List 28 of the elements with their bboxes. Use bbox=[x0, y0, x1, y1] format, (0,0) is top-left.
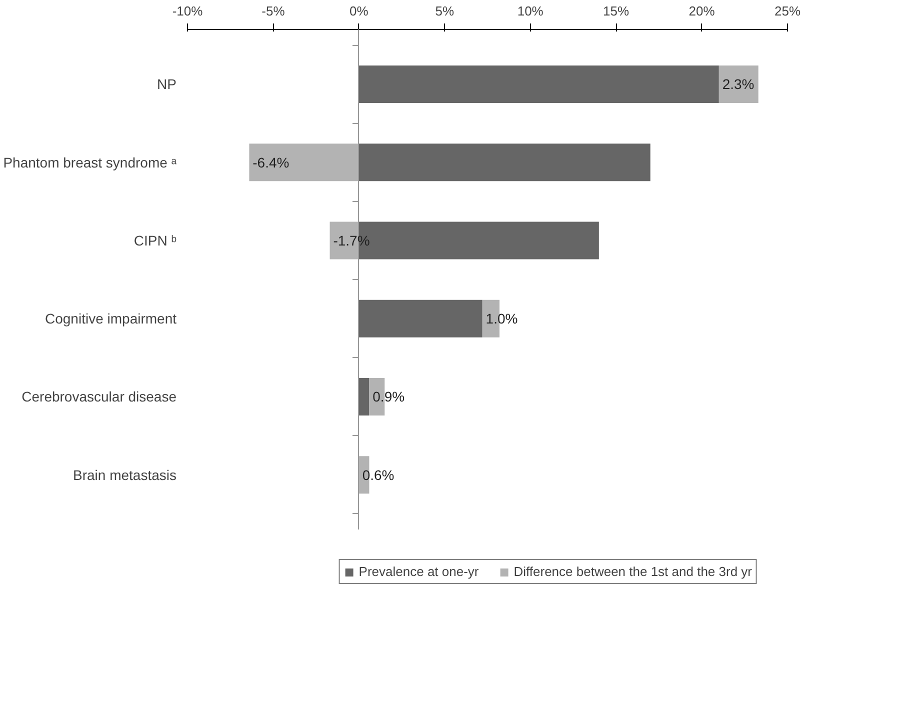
x-tick-label: 15% bbox=[603, 4, 630, 18]
data-label: 0.6% bbox=[362, 466, 394, 483]
bar bbox=[358, 144, 650, 182]
bar bbox=[249, 144, 359, 182]
legend-label: Difference between the 1st and the 3rd yr bbox=[514, 564, 752, 579]
data-label: 2.3% bbox=[722, 76, 754, 92]
x-tick-label: -5% bbox=[262, 4, 286, 18]
x-tick-label: 0% bbox=[350, 4, 369, 18]
y-tick-label: Brain metastasis bbox=[73, 466, 176, 483]
x-tick-label: 10% bbox=[517, 4, 544, 18]
data-label: 1.0% bbox=[486, 310, 518, 327]
y-tick-label: Cerebrovascular disease bbox=[22, 388, 177, 405]
x-tick-label: 20% bbox=[688, 4, 716, 18]
y-tick-label: CIPN ᵇ bbox=[134, 232, 177, 248]
y-tick-label: NP bbox=[157, 76, 177, 92]
bar bbox=[358, 378, 370, 416]
data-label: 0.9% bbox=[372, 388, 405, 405]
data-label: -1.7% bbox=[333, 232, 370, 248]
x-tick-label: 5% bbox=[435, 4, 454, 18]
y-tick-label: Phantom breast syndrome ᵃ bbox=[3, 154, 178, 170]
x-tick-label: -10% bbox=[172, 4, 204, 18]
bar bbox=[718, 65, 758, 103]
bar bbox=[358, 65, 719, 103]
bar bbox=[358, 300, 482, 338]
y-tick-label: Cognitive impairment bbox=[45, 310, 177, 327]
data-label: -6.4% bbox=[252, 154, 290, 170]
x-tick-label: 25% bbox=[774, 4, 801, 18]
legend-label: Prevalence at one-yr bbox=[358, 564, 479, 579]
